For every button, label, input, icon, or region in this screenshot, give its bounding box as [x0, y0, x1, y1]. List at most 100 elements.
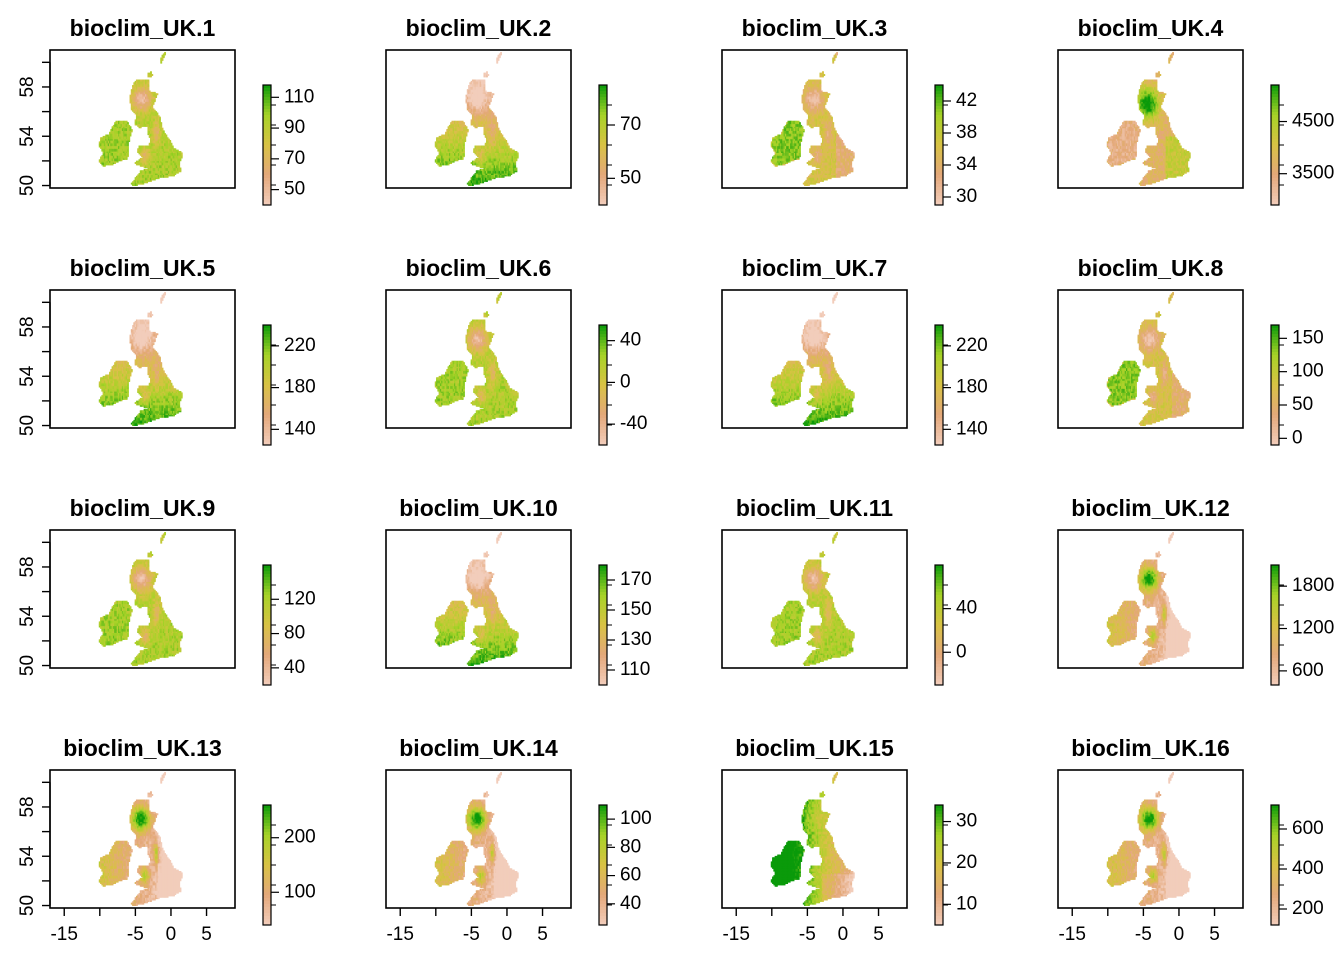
legend-label: 10 [956, 893, 977, 914]
legend: 42 38 34 30 [934, 84, 978, 207]
legend-swatch [599, 640, 607, 644]
legend-swatch [1271, 106, 1279, 110]
y-tick-label: 54 [17, 845, 38, 867]
legend-swatch [599, 646, 607, 650]
legend-swatch [935, 388, 943, 392]
legend-swatch [935, 328, 943, 332]
legend-swatch [935, 565, 943, 569]
legend-label: 40 [620, 893, 641, 914]
map-panel: bioclim_UK.9 50 54 58 120 80 40 [17, 495, 316, 686]
legend-swatch [935, 874, 943, 878]
legend-swatch [1271, 853, 1279, 857]
plot-frame [1057, 529, 1244, 669]
legend-swatch [935, 343, 943, 347]
legend-swatch [935, 115, 943, 119]
panel-title: bioclim_UK.2 [406, 15, 552, 41]
legend-label: 90 [284, 117, 305, 138]
legend-swatch [935, 421, 943, 425]
legend-swatch [599, 379, 607, 383]
legend-swatch [599, 97, 607, 101]
legend-swatch [935, 670, 943, 674]
legend-swatch [263, 103, 271, 107]
legend-swatch [263, 379, 271, 383]
legend-swatch [1271, 145, 1279, 149]
legend-swatch [599, 103, 607, 107]
legend-swatch [1271, 898, 1279, 902]
legend-swatch [935, 361, 943, 365]
legend-swatch [599, 427, 607, 431]
legend-swatch [1271, 889, 1279, 893]
legend-swatch [599, 832, 607, 836]
x-tick-label: -15 [722, 924, 749, 945]
legend-swatch [1271, 670, 1279, 674]
legend-swatch [263, 133, 271, 137]
legend-swatch [599, 409, 607, 413]
legend-swatch [599, 346, 607, 350]
y-tick-label: 54 [17, 605, 38, 627]
legend-swatch [1271, 916, 1279, 920]
legend-swatch [263, 355, 271, 359]
legend-swatch [599, 637, 607, 641]
x-tick-label: -15 [1058, 924, 1085, 945]
legend-swatch [935, 181, 943, 185]
legend-swatch [599, 829, 607, 833]
legend-swatch [935, 367, 943, 371]
legend-swatch [935, 619, 943, 623]
legend-swatch [599, 139, 607, 143]
legend-swatch [263, 364, 271, 368]
legend-swatch [263, 883, 271, 887]
legend-swatch [935, 628, 943, 632]
legend-swatch [1271, 430, 1279, 434]
legend-swatch [1271, 910, 1279, 914]
legend-swatch [1271, 835, 1279, 839]
legend-swatch [1271, 886, 1279, 890]
legend-swatch [263, 175, 271, 179]
legend-swatch [263, 439, 271, 443]
legend-swatch [263, 661, 271, 665]
legend-swatch [263, 838, 271, 842]
legend-swatch [599, 349, 607, 353]
legend-swatch [599, 817, 607, 821]
legend-label: 70 [284, 148, 305, 169]
legend-swatch [599, 382, 607, 386]
legend-swatch [1271, 622, 1279, 626]
legend-swatch [1271, 352, 1279, 356]
legend-swatch [263, 649, 271, 653]
legend-swatch [935, 643, 943, 647]
raster-cells [434, 292, 519, 426]
legend-label: 200 [1292, 898, 1324, 919]
legend-swatch [263, 901, 271, 905]
plot-frame [721, 49, 908, 189]
legend-swatch [935, 856, 943, 860]
legend-swatch [935, 598, 943, 602]
legend-swatch [935, 406, 943, 410]
raster-cells [1106, 532, 1191, 666]
raster-cells [434, 52, 519, 186]
x-tick-label: 0 [166, 924, 177, 945]
legend-swatch [599, 826, 607, 830]
legend-swatch [263, 886, 271, 890]
legend-swatch [263, 889, 271, 893]
legend: 40 0 -40 [598, 324, 647, 446]
legend-swatch [935, 334, 943, 338]
legend-swatch [935, 664, 943, 668]
legend-swatch [599, 370, 607, 374]
legend-swatch [1271, 421, 1279, 425]
legend-swatch [935, 148, 943, 152]
legend-swatch [935, 430, 943, 434]
legend-swatch [599, 622, 607, 626]
legend-swatch [935, 682, 943, 686]
legend-swatch [263, 592, 271, 596]
legend-swatch [599, 574, 607, 578]
legend-swatch [599, 676, 607, 680]
legend-swatch [263, 427, 271, 431]
raster-cells [434, 532, 519, 666]
legend-swatch [599, 808, 607, 812]
raster-cells [434, 772, 519, 906]
legend-swatch [935, 400, 943, 404]
legend: 600 400 200 [1270, 804, 1324, 926]
legend-label: 80 [620, 836, 641, 857]
legend-swatch [935, 151, 943, 155]
legend-swatch [599, 916, 607, 920]
legend-swatch [1271, 103, 1279, 107]
